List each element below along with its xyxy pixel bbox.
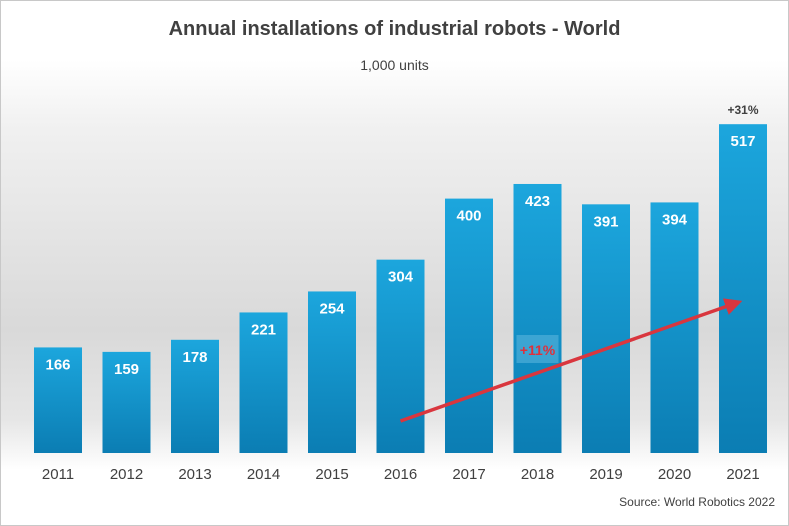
bar-value-label-2013: 178 (182, 349, 207, 366)
bar-value-label-2011: 166 (45, 356, 70, 373)
bar-value-label-2014: 221 (251, 321, 276, 338)
bar-value-label-2012: 159 (114, 361, 139, 378)
chart-subtitle: 1,000 units (360, 57, 429, 73)
bar-value-label-2017: 400 (456, 208, 481, 225)
growth-note-2018: +11% (520, 342, 556, 358)
x-tick-2018: 2018 (521, 466, 554, 483)
bar-2018 (513, 183, 562, 454)
trend-arrow (399, 298, 743, 423)
bar-2012 (102, 351, 151, 453)
bar-2020 (650, 202, 699, 453)
x-tick-2014: 2014 (247, 466, 280, 483)
bar-2021 (719, 124, 767, 454)
bar-value-label-2016: 304 (388, 269, 414, 286)
bar-value-label-2015: 254 (319, 300, 345, 317)
bar-2019 (582, 204, 630, 453)
bar-value-label-2021: 517 (730, 133, 755, 150)
bar-2015 (308, 291, 356, 453)
chart-title: Annual installations of industrial robot… (168, 18, 621, 40)
x-tick-2015: 2015 (315, 466, 348, 483)
bars-group: 166 159 178 221 254 304 400 423 391 394 517 (34, 124, 767, 454)
bar-2011 (34, 347, 82, 453)
x-tick-2017: 2017 (452, 466, 485, 483)
bar-value-label-2020: 394 (662, 211, 688, 228)
x-tick-2011: 2011 (42, 466, 74, 483)
bar-2013 (171, 339, 219, 453)
x-tick-2016: 2016 (384, 466, 417, 483)
x-axis-ticks: 2011 2012 2013 2014 2015 2016 2017 2018 2019 2020… (42, 466, 760, 483)
x-tick-2021: 2021 (726, 466, 759, 483)
bar-2016 (376, 259, 425, 453)
x-tick-2012: 2012 (110, 466, 143, 483)
annotations-group: +31% +11% (399, 103, 759, 423)
x-tick-2019: 2019 (589, 466, 622, 483)
x-tick-2020: 2020 (658, 466, 691, 483)
growth-note-2021: +31% (727, 103, 758, 117)
chart-source: Source: World Robotics 2022 (619, 495, 775, 509)
bar-2017 (445, 198, 493, 453)
bar-2014 (239, 312, 288, 453)
bar-value-label-2018: 423 (525, 193, 550, 210)
growth-label-bg (516, 335, 559, 363)
bar-value-label-2019: 391 (593, 213, 618, 230)
x-tick-2013: 2013 (178, 466, 211, 483)
